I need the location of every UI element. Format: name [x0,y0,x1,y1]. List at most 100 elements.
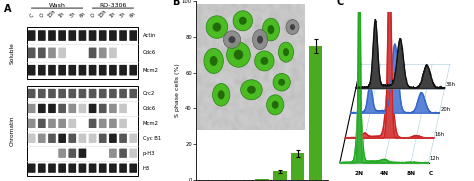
FancyBboxPatch shape [119,134,127,143]
FancyBboxPatch shape [28,89,36,98]
FancyBboxPatch shape [58,30,66,41]
FancyBboxPatch shape [99,163,107,173]
FancyBboxPatch shape [119,149,127,158]
FancyBboxPatch shape [28,134,36,143]
FancyBboxPatch shape [48,30,56,41]
FancyBboxPatch shape [119,65,127,75]
FancyBboxPatch shape [68,119,76,128]
FancyBboxPatch shape [109,30,117,41]
FancyBboxPatch shape [38,163,46,173]
Text: H3: H3 [143,166,150,171]
FancyBboxPatch shape [99,119,107,128]
Text: Actin: Actin [143,33,156,38]
Text: 6h: 6h [129,11,137,19]
Bar [27,86,138,176]
FancyBboxPatch shape [89,104,96,113]
FancyBboxPatch shape [79,134,86,143]
FancyBboxPatch shape [99,134,107,143]
FancyBboxPatch shape [89,119,96,128]
FancyBboxPatch shape [48,89,56,98]
Bar [27,86,138,176]
Text: O: O [39,13,45,19]
FancyBboxPatch shape [79,89,86,98]
Text: Soluble: Soluble [10,42,15,64]
Text: Mcm2: Mcm2 [143,121,159,126]
FancyBboxPatch shape [89,163,96,173]
FancyBboxPatch shape [38,104,46,113]
Text: Wash: Wash [49,3,65,8]
FancyBboxPatch shape [68,149,76,158]
Text: B: B [173,0,180,7]
FancyBboxPatch shape [129,30,137,41]
Text: Cdc6: Cdc6 [143,106,156,111]
Bar [273,171,286,180]
FancyBboxPatch shape [109,89,117,98]
FancyBboxPatch shape [119,163,127,173]
FancyBboxPatch shape [48,163,56,173]
FancyBboxPatch shape [28,104,36,113]
FancyBboxPatch shape [58,89,66,98]
Text: 1h: 1h [58,11,66,19]
FancyBboxPatch shape [68,65,76,75]
Text: Cdc6: Cdc6 [143,50,156,55]
FancyBboxPatch shape [58,163,66,173]
FancyBboxPatch shape [99,89,107,98]
FancyBboxPatch shape [58,104,66,113]
FancyBboxPatch shape [79,104,86,113]
FancyBboxPatch shape [109,65,117,75]
FancyBboxPatch shape [109,149,117,158]
Bar [27,27,138,79]
FancyBboxPatch shape [68,163,76,173]
FancyBboxPatch shape [119,119,127,128]
FancyBboxPatch shape [109,134,117,143]
FancyBboxPatch shape [89,89,96,98]
Text: 6h: 6h [79,11,86,19]
FancyBboxPatch shape [129,134,137,143]
Text: p-H3: p-H3 [143,151,155,156]
FancyBboxPatch shape [129,65,137,75]
FancyBboxPatch shape [79,65,86,75]
FancyBboxPatch shape [48,48,56,58]
FancyBboxPatch shape [109,163,117,173]
FancyBboxPatch shape [58,119,66,128]
Text: Chromatin: Chromatin [10,115,15,146]
Text: 1h: 1h [109,11,117,19]
FancyBboxPatch shape [48,65,56,75]
FancyBboxPatch shape [38,30,46,41]
Text: RO-3306: RO-3306 [99,3,127,8]
FancyBboxPatch shape [119,30,127,41]
FancyBboxPatch shape [99,30,107,41]
FancyBboxPatch shape [129,163,137,173]
Text: A: A [4,4,12,14]
FancyBboxPatch shape [79,30,86,41]
FancyBboxPatch shape [38,65,46,75]
Bar [292,153,304,180]
Text: O: O [90,13,96,19]
Y-axis label: S phase cells (%): S phase cells (%) [175,64,181,117]
FancyBboxPatch shape [99,104,107,113]
Text: C: C [29,13,35,19]
FancyBboxPatch shape [79,163,86,173]
FancyBboxPatch shape [99,65,107,75]
FancyBboxPatch shape [89,65,96,75]
Text: 3h: 3h [68,11,76,19]
FancyBboxPatch shape [79,149,86,158]
FancyBboxPatch shape [68,30,76,41]
Bar [255,179,269,180]
FancyBboxPatch shape [38,119,46,128]
FancyBboxPatch shape [119,89,127,98]
Text: 15h: 15h [98,9,108,19]
FancyBboxPatch shape [129,149,137,158]
FancyBboxPatch shape [109,104,117,113]
FancyBboxPatch shape [48,104,56,113]
FancyBboxPatch shape [28,119,36,128]
FancyBboxPatch shape [38,134,46,143]
FancyBboxPatch shape [89,30,96,41]
Bar [309,46,322,180]
FancyBboxPatch shape [68,89,76,98]
FancyBboxPatch shape [38,89,46,98]
FancyBboxPatch shape [28,163,36,173]
FancyBboxPatch shape [28,65,36,75]
Text: 15h: 15h [47,9,57,19]
FancyBboxPatch shape [68,104,76,113]
